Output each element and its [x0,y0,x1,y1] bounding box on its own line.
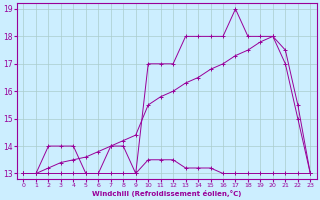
X-axis label: Windchill (Refroidissement éolien,°C): Windchill (Refroidissement éolien,°C) [92,190,242,197]
